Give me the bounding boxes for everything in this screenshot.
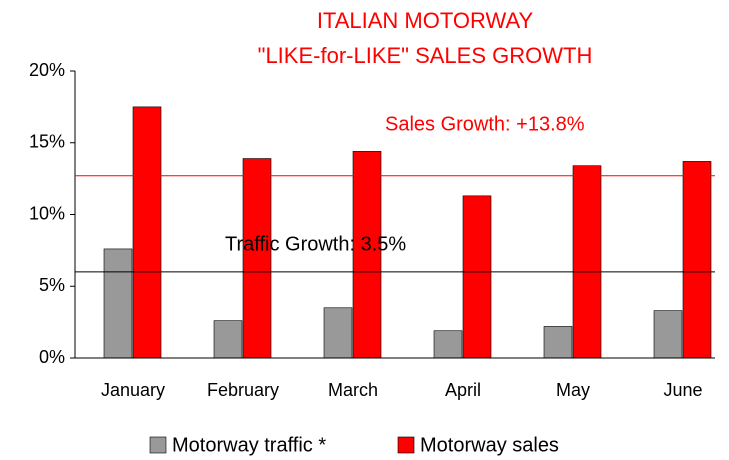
bar bbox=[213, 320, 243, 359]
x-tick-label: April bbox=[445, 380, 481, 400]
bar bbox=[242, 158, 272, 359]
y-tick-label: 0% bbox=[39, 347, 65, 367]
x-tick-label: February bbox=[207, 380, 279, 400]
legend-swatch bbox=[149, 436, 167, 454]
x-tick-label: May bbox=[556, 380, 590, 400]
x-tick-label: January bbox=[101, 380, 165, 400]
annotation: Sales Growth: +13.8% bbox=[385, 113, 585, 135]
legend-swatch bbox=[397, 436, 415, 454]
y-tick-label: 10% bbox=[29, 203, 65, 223]
bar bbox=[543, 326, 573, 359]
x-tick-label: June bbox=[663, 380, 702, 400]
bar bbox=[682, 161, 712, 359]
y-tick-label: 15% bbox=[29, 132, 65, 152]
bar bbox=[653, 310, 683, 359]
bar bbox=[132, 106, 162, 359]
bar bbox=[572, 165, 602, 359]
bar bbox=[462, 195, 492, 359]
bar bbox=[433, 330, 463, 359]
chart-title: "LIKE-for-LIKE" SALES GROWTH bbox=[258, 43, 593, 68]
bar bbox=[103, 248, 133, 359]
chart-title: ITALIAN MOTORWAY bbox=[317, 8, 534, 33]
annotation: Traffic Growth: 3.5% bbox=[225, 233, 406, 255]
legend-label: Motorway sales bbox=[420, 434, 559, 456]
y-tick-label: 20% bbox=[29, 60, 65, 80]
y-tick-label: 5% bbox=[39, 275, 65, 295]
x-tick-label: March bbox=[328, 380, 378, 400]
bar bbox=[323, 307, 353, 359]
legend-label: Motorway traffic * bbox=[172, 434, 326, 456]
